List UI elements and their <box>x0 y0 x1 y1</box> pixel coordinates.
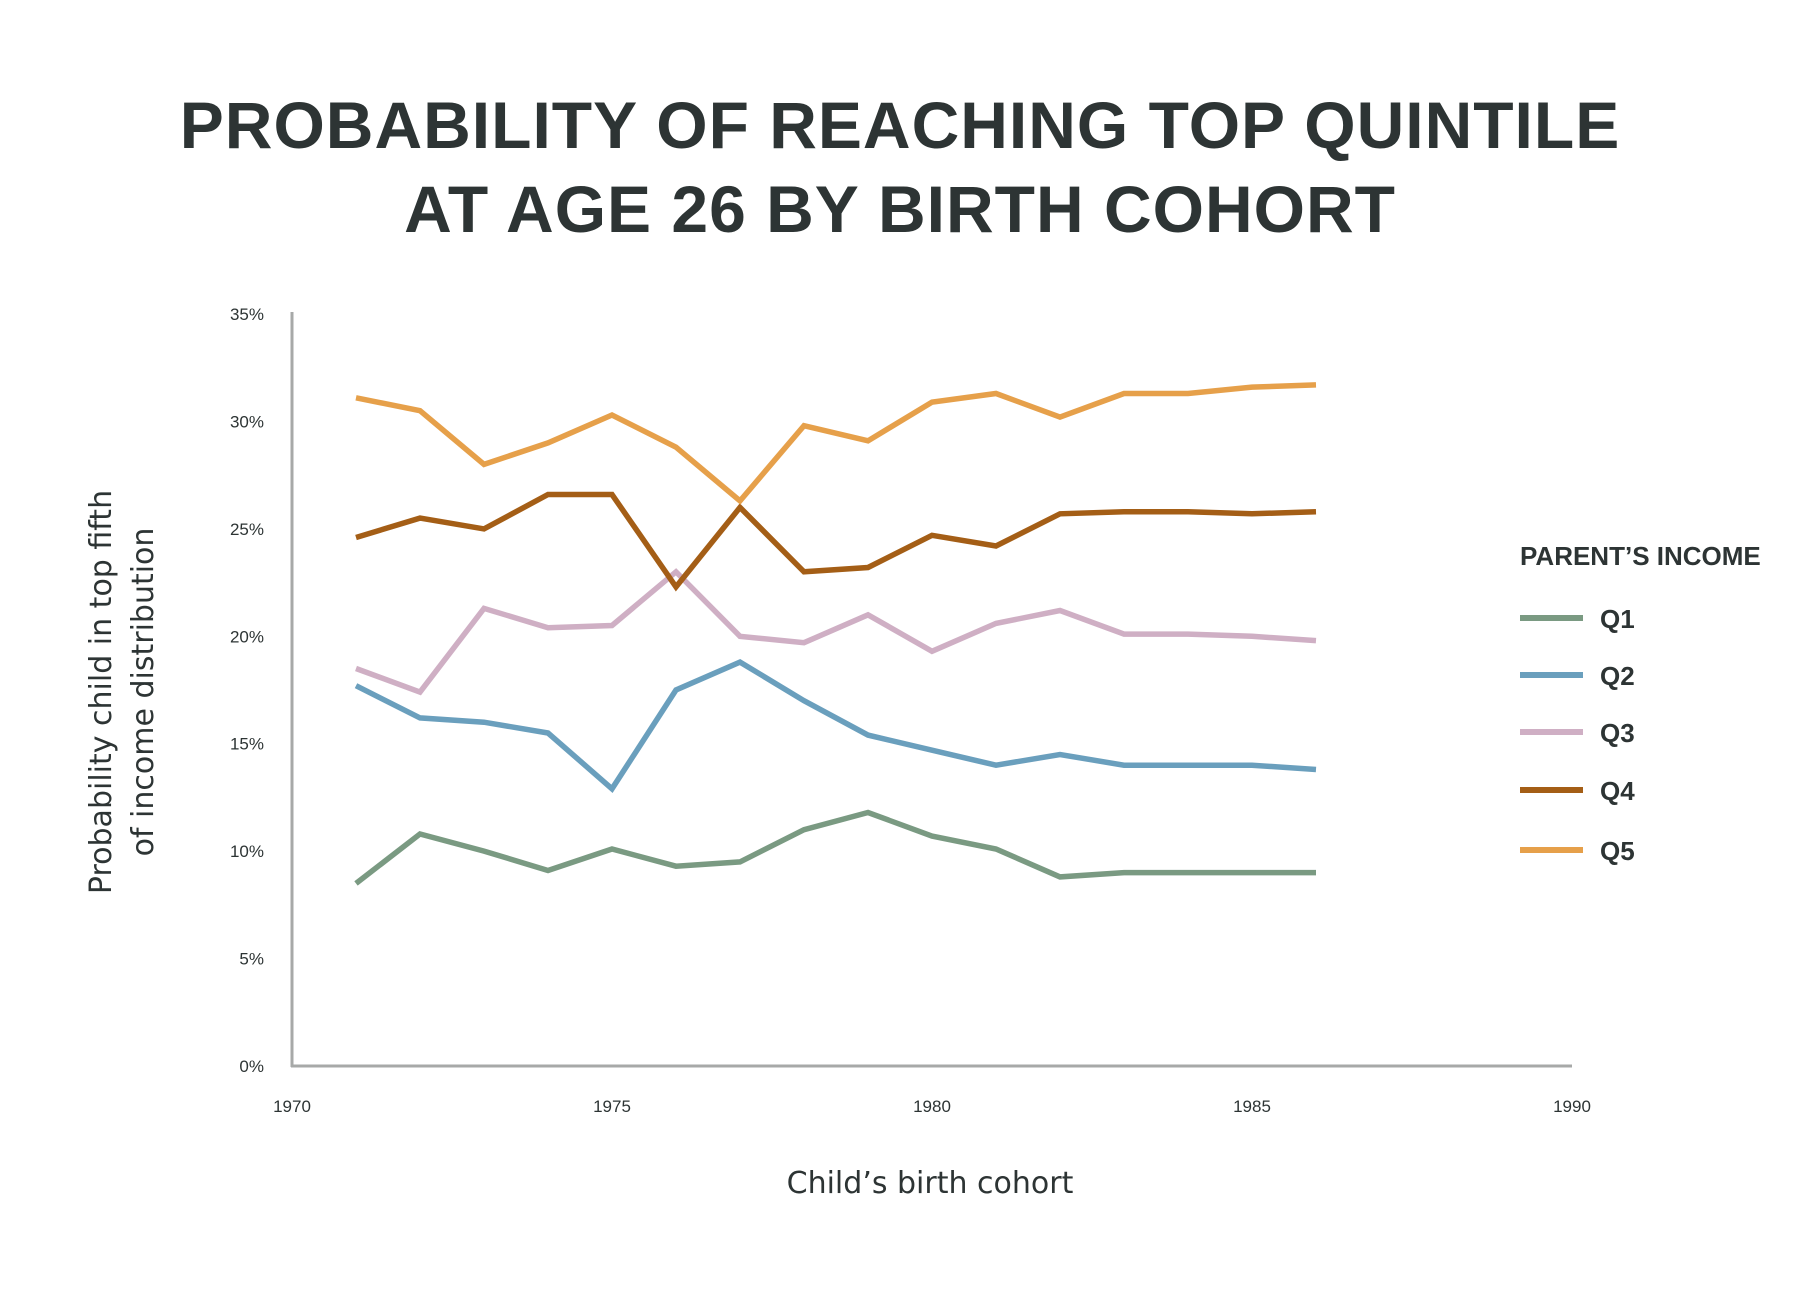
y-axis-label-line-2: of income distribution <box>126 528 161 857</box>
y-tick-label: 20% <box>230 627 264 646</box>
y-tick-label: 25% <box>230 520 264 539</box>
y-tick-label: 5% <box>239 950 264 969</box>
series-line-q2 <box>354 659 1317 793</box>
x-tick-label: 1980 <box>913 1097 951 1116</box>
x-axis-label: Child’s birth cohort <box>787 1166 1074 1201</box>
y-axis-label-line-1: Probability child in top fifth <box>84 490 119 894</box>
legend-label-q1: Q1 <box>1600 604 1635 634</box>
x-tick-label: 1985 <box>1233 1097 1271 1116</box>
legend-label-q5: Q5 <box>1600 836 1635 866</box>
x-tick-label: 1970 <box>273 1097 311 1116</box>
legend-title: PARENT’S INCOME <box>1520 541 1761 571</box>
x-tick-labels: 1970 1975 1980 1985 1990 <box>273 1097 1591 1116</box>
y-tick-label: 35% <box>230 305 264 324</box>
y-axis-label: Probability child in top fifth of income… <box>84 490 161 894</box>
x-tick-label: 1975 <box>593 1097 631 1116</box>
legend-label-q3: Q3 <box>1600 718 1635 748</box>
series-line-q5 <box>355 382 1317 505</box>
legend-label-q2: Q2 <box>1600 661 1635 691</box>
y-tick-label: 10% <box>230 842 264 861</box>
y-tick-label: 30% <box>230 412 264 431</box>
y-tick-label: 15% <box>230 735 264 754</box>
series-line-q4 <box>355 491 1317 592</box>
series-lines <box>354 382 1317 886</box>
chart-title-line-2: AT AGE 26 BY BIRTH COHORT <box>404 172 1396 246</box>
series-line-q3 <box>355 568 1317 696</box>
x-tick-label: 1990 <box>1553 1097 1591 1116</box>
chart-title-line-1: PROBABILITY OF REACHING TOP QUINTILE <box>180 88 1620 162</box>
y-tick-label: 0% <box>239 1057 264 1076</box>
legend-label-q4: Q4 <box>1600 776 1635 806</box>
legend: Q1 Q2 Q3 Q4 Q5 <box>1520 604 1635 866</box>
series-line-q1 <box>354 809 1316 886</box>
y-tick-labels: 0% 5% 10% 15% 20% 25% 30% 35% <box>230 305 264 1076</box>
